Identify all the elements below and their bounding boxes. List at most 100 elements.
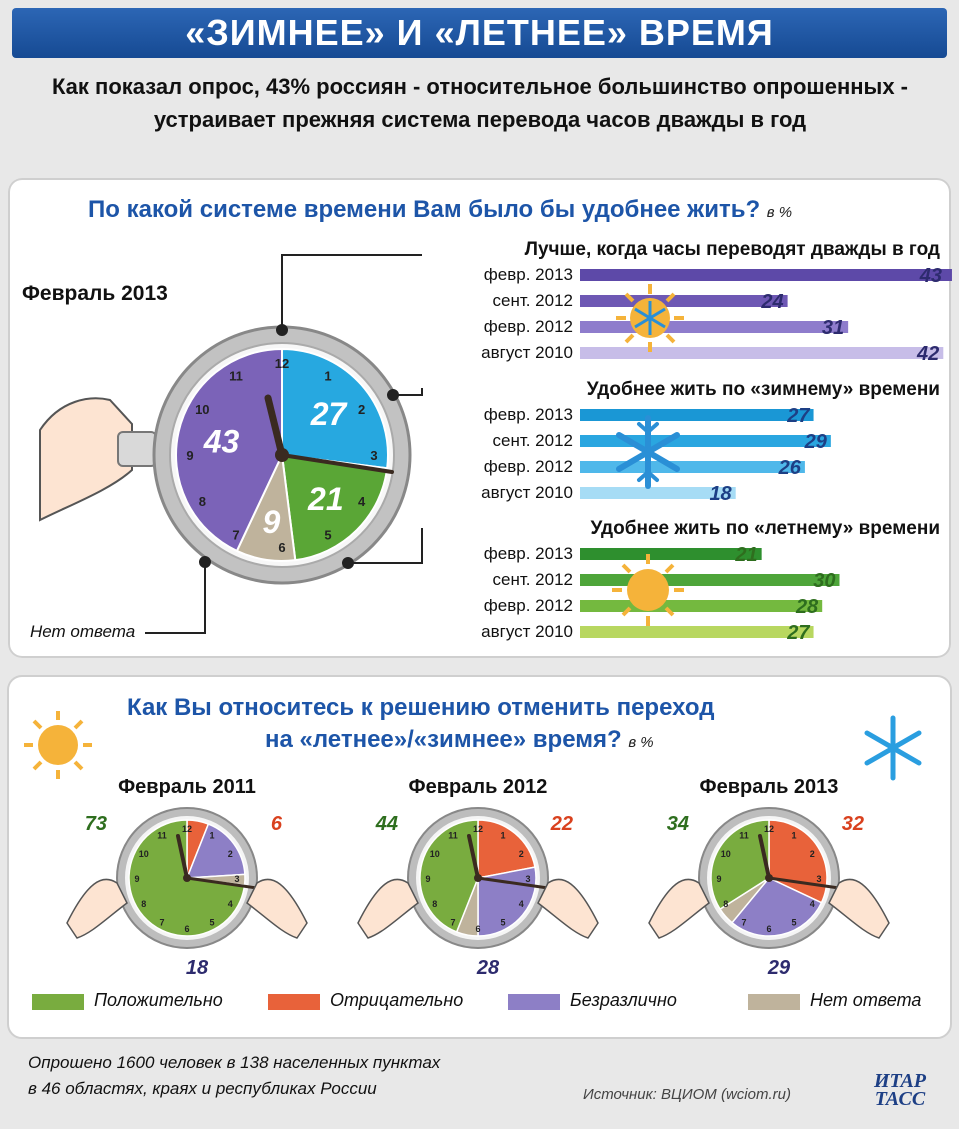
svg-text:8: 8 xyxy=(432,899,437,909)
footer-line1: Опрошено 1600 человек в 138 населенных п… xyxy=(28,1053,441,1072)
svg-text:4: 4 xyxy=(228,899,233,909)
clock-number: 11 xyxy=(229,368,243,383)
svg-text:1: 1 xyxy=(500,831,505,841)
question-abolish-2: на «летнее»/«зимнее» время? в % xyxy=(265,726,654,754)
hand-icon xyxy=(39,397,157,522)
footer-note: Опрошено 1600 человек в 138 населенных п… xyxy=(28,1050,440,1102)
svg-text:2: 2 xyxy=(810,849,815,859)
svg-text:2: 2 xyxy=(519,849,524,859)
svg-text:5: 5 xyxy=(500,917,505,927)
small-clock-title-0: Февраль 2011 xyxy=(118,776,256,798)
small-pie-value-0-1: 6 xyxy=(271,813,283,835)
bar-category-label: февр. 2013 xyxy=(484,265,573,284)
svg-text:6: 6 xyxy=(475,924,480,934)
small-pie-slice-1-1 xyxy=(477,819,536,879)
svg-text:11: 11 xyxy=(157,831,167,841)
small-pie-value-1-0: 44 xyxy=(375,813,398,835)
bar-0-2 xyxy=(580,321,849,333)
small-pie-value-2-0: 34 xyxy=(667,813,689,835)
small-pie-value-1-1: 22 xyxy=(550,813,573,835)
bar-2-3 xyxy=(580,626,814,638)
clock-number: 6 xyxy=(278,540,285,555)
svg-text:4: 4 xyxy=(810,899,815,909)
bar-value-0-2: 31 xyxy=(822,317,844,339)
bar-1-0 xyxy=(580,409,814,421)
svg-text:11: 11 xyxy=(448,831,458,841)
bar-value-2-3: 27 xyxy=(786,622,810,644)
bar-1-3 xyxy=(580,487,736,499)
legend-swatch-3 xyxy=(748,994,800,1010)
bar-category-label: сент. 2012 xyxy=(492,431,573,450)
logo-line2: ТАСС xyxy=(874,1088,926,1110)
small-pie-value-0-2: 18 xyxy=(186,957,209,979)
title-bar: «ЗИМНЕЕ» И «ЛЕТНЕЕ» ВРЕМЯ xyxy=(12,8,947,58)
sun-icon xyxy=(612,554,684,626)
snowflake-icon xyxy=(616,415,680,489)
main-pie-slice-1 xyxy=(281,347,389,470)
clock-number: 9 xyxy=(186,448,193,463)
hand-icon xyxy=(246,878,308,939)
svg-text:9: 9 xyxy=(716,874,721,884)
small-pie-slice-2-2 xyxy=(730,877,823,937)
svg-text:12: 12 xyxy=(473,824,483,834)
small-pie-value-1-2: 28 xyxy=(476,957,500,979)
question-text: По какой системе времени Вам было бы удо… xyxy=(88,196,761,223)
small-pie-slice-2-1 xyxy=(768,819,828,904)
main-pie-slice-2 xyxy=(280,453,389,562)
svg-text:8: 8 xyxy=(141,899,146,909)
bar-category-label: август 2010 xyxy=(481,483,573,502)
bar-category-label: февр. 2013 xyxy=(484,544,573,563)
clock-number: 8 xyxy=(199,494,206,509)
hand-icon xyxy=(66,878,128,939)
main-pie-slice-0 xyxy=(175,347,283,553)
bar-group-title-1: Удобнее жить по «зимнему» времени xyxy=(587,379,940,400)
bar-value-0-1: 24 xyxy=(760,291,783,313)
hand-icon xyxy=(828,878,890,939)
clock-number: 10 xyxy=(195,402,209,417)
svg-text:1: 1 xyxy=(209,831,214,841)
bar-category-label: август 2010 xyxy=(481,622,573,641)
svg-text:9: 9 xyxy=(425,874,430,884)
bar-value-0-3: 42 xyxy=(916,343,939,365)
svg-text:3: 3 xyxy=(816,874,821,884)
svg-text:6: 6 xyxy=(766,924,771,934)
svg-text:5: 5 xyxy=(209,917,214,927)
sun-snowflake-icon xyxy=(616,284,684,352)
bar-value-2-1: 30 xyxy=(813,570,835,592)
snowflake-icon-2 xyxy=(864,715,922,781)
bar-category-label: февр. 2012 xyxy=(484,457,573,476)
svg-text:8: 8 xyxy=(723,899,728,909)
svg-text:12: 12 xyxy=(764,824,774,834)
svg-text:7: 7 xyxy=(741,917,746,927)
bar-category-label: август 2010 xyxy=(481,343,573,362)
svg-text:7: 7 xyxy=(159,917,164,927)
subtitle: Как показал опрос, 43% россиян - относит… xyxy=(51,74,909,132)
svg-text:11: 11 xyxy=(739,831,749,841)
small-pie-slice-1-0 xyxy=(419,819,479,933)
bar-value-1-3: 18 xyxy=(709,483,732,505)
bar-value-1-0: 27 xyxy=(786,405,810,427)
bar-0-1 xyxy=(580,295,788,307)
bar-groups: Лучше, когда часы переводят дважды в год… xyxy=(481,239,952,644)
small-clock-title-1: Февраль 2012 xyxy=(408,776,548,798)
small-clock-title-2: Февраль 2013 xyxy=(699,776,839,798)
svg-text:3: 3 xyxy=(525,874,530,884)
bar-value-2-2: 28 xyxy=(795,596,819,618)
small-pie-slice-0-2 xyxy=(185,823,246,879)
svg-text:2: 2 xyxy=(228,849,233,859)
svg-text:10: 10 xyxy=(430,849,440,859)
small-pie-value-2-1: 32 xyxy=(842,813,864,835)
bar-value-1-2: 26 xyxy=(778,457,802,479)
small-pie-slice-2-0 xyxy=(710,819,770,911)
bar-1-1 xyxy=(580,435,831,447)
clock-number: 5 xyxy=(324,528,331,543)
bar-2-1 xyxy=(580,574,840,586)
svg-text:1: 1 xyxy=(791,831,796,841)
clock-number: 1 xyxy=(324,368,331,383)
bar-1-2 xyxy=(580,461,805,473)
main-pie-label-3: 9 xyxy=(262,504,280,540)
clock-number: 3 xyxy=(370,448,377,463)
svg-text:12: 12 xyxy=(182,824,192,834)
